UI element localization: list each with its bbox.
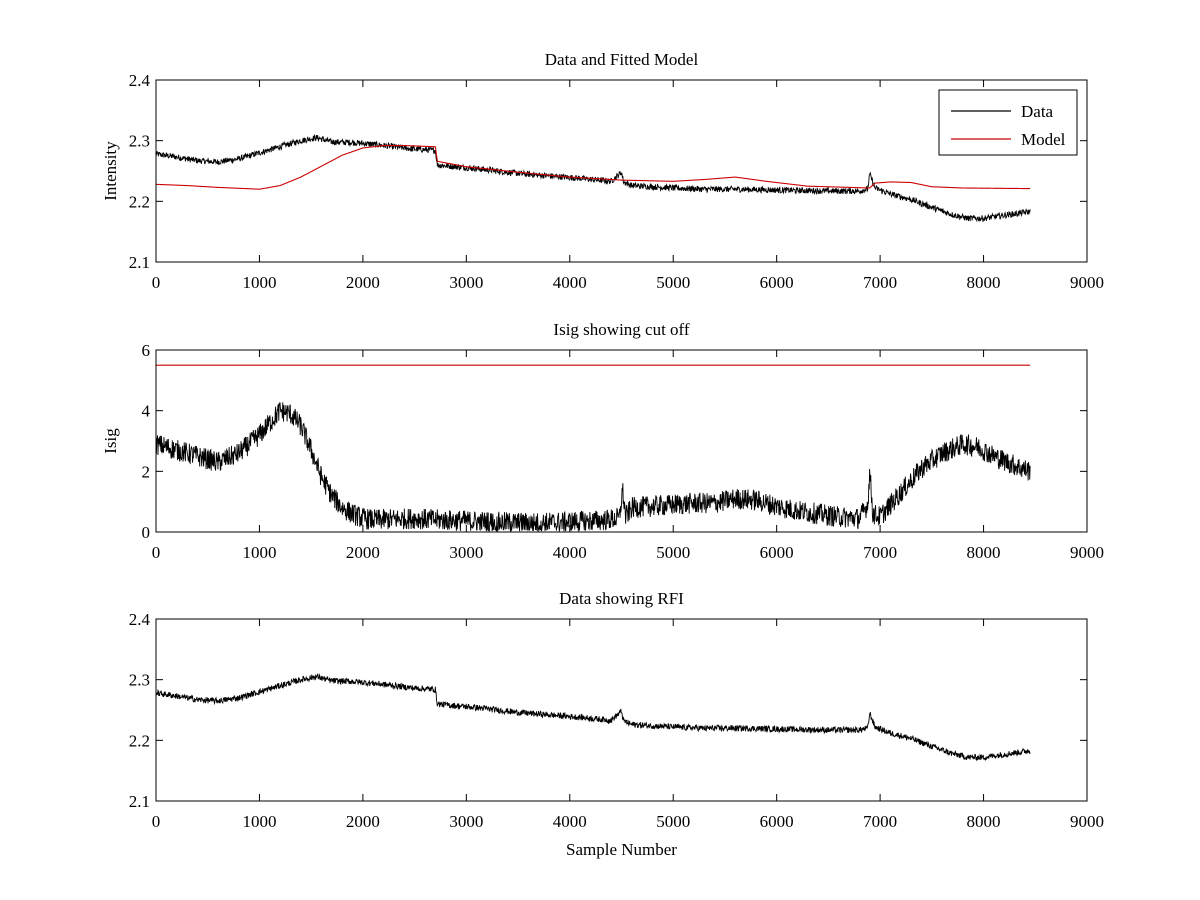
y-tick-label: 2.4 xyxy=(129,610,151,629)
x-tick-label: 7000 xyxy=(863,543,897,562)
x-tick-label: 6000 xyxy=(760,812,794,831)
x-tick-label: 4000 xyxy=(553,273,587,292)
y-tick-label: 2.1 xyxy=(129,792,150,811)
x-tick-label: 8000 xyxy=(967,273,1001,292)
series-line-1 xyxy=(156,402,1031,532)
x-tick-label: 9000 xyxy=(1070,273,1104,292)
series-line-1 xyxy=(156,133,1031,223)
y-tick-label: 2.3 xyxy=(129,671,150,690)
y-tick-label: 2.2 xyxy=(129,192,150,211)
x-tick-label: 5000 xyxy=(656,273,690,292)
x-tick-label: 9000 xyxy=(1070,812,1104,831)
legend-label: Data xyxy=(1021,102,1054,121)
x-tick-label: 3000 xyxy=(449,543,483,562)
x-tick-label: 0 xyxy=(152,543,161,562)
subplot-title: Data showing RFI xyxy=(559,589,684,608)
x-tick-label: 3000 xyxy=(449,273,483,292)
axes-frame xyxy=(155,618,1088,802)
x-tick-label: 7000 xyxy=(863,812,897,831)
x-tick-label: 5000 xyxy=(656,543,690,562)
x-tick-label: 2000 xyxy=(346,812,380,831)
subplot-2: 0 1000 2000 3000 4000 5000 6000 7000 8000 9000 0 2 4… xyxy=(101,320,1104,562)
x-tick-label: 2000 xyxy=(346,273,380,292)
y-tick-label: 4 xyxy=(142,402,151,421)
y-tick-label: 2.2 xyxy=(129,731,150,750)
legend-label: Model xyxy=(1021,130,1066,149)
y-tick-label: 2.1 xyxy=(129,253,150,272)
subplot-3: 0 1000 2000 3000 4000 5000 6000 7000 8000 9000 2.1… xyxy=(129,589,1104,859)
x-tick-label: 9000 xyxy=(1070,543,1104,562)
series-line-2 xyxy=(156,144,1031,190)
y-tick-label: 2.3 xyxy=(129,132,150,151)
x-tick-label: 8000 xyxy=(967,812,1001,831)
y-axis-label: Intensity xyxy=(101,141,120,201)
x-tick-label: 6000 xyxy=(760,273,794,292)
subplot-title: Isig showing cut off xyxy=(553,320,689,339)
x-tick-label: 3000 xyxy=(449,812,483,831)
y-tick-label: 2.4 xyxy=(129,71,151,90)
legend: Data Model xyxy=(938,89,1078,156)
x-tick-label: 6000 xyxy=(760,543,794,562)
subplot-1: 0 1000 2000 3000 4000 5000 6000 7000 8000 9000 2.1… xyxy=(101,50,1104,292)
subplot-title: Data and Fitted Model xyxy=(545,50,699,69)
y-axis-label: Isig xyxy=(101,428,120,454)
x-tick-label: 5000 xyxy=(656,812,690,831)
y-tick-label: 0 xyxy=(142,523,151,542)
x-tick-label: 7000 xyxy=(863,273,897,292)
series-line-1 xyxy=(156,672,1031,762)
y-tick-label: 6 xyxy=(142,341,151,360)
x-tick-label: 1000 xyxy=(242,543,276,562)
axes-frame xyxy=(155,349,1088,533)
x-tick-label: 1000 xyxy=(242,273,276,292)
x-tick-label: 8000 xyxy=(967,543,1001,562)
x-tick-label: 0 xyxy=(152,812,161,831)
x-tick-label: 1000 xyxy=(242,812,276,831)
x-tick-label: 4000 xyxy=(553,812,587,831)
legend-box xyxy=(938,89,1078,156)
x-axis-label: Sample Number xyxy=(566,840,677,859)
x-tick-label: 0 xyxy=(152,273,161,292)
x-tick-label: 2000 xyxy=(346,543,380,562)
x-tick-label: 4000 xyxy=(553,543,587,562)
axes-frame xyxy=(155,79,1088,263)
y-tick-label: 2 xyxy=(142,462,151,481)
